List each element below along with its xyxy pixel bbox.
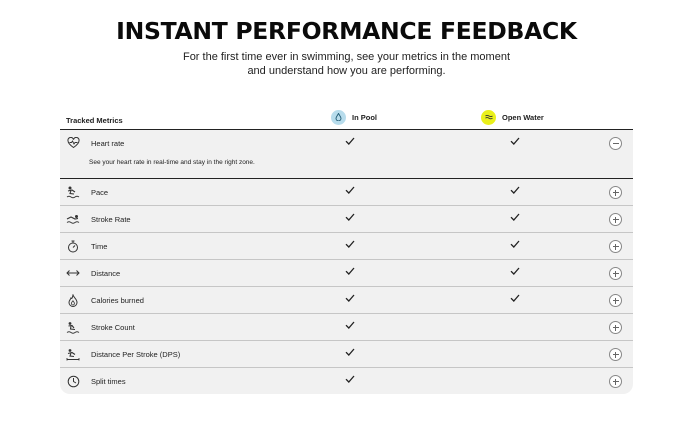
stroke-rate-icon bbox=[66, 212, 80, 226]
metric-label: Distance Per Stroke (DPS) bbox=[91, 350, 181, 359]
expand-button[interactable] bbox=[609, 240, 622, 253]
check-icon bbox=[344, 319, 356, 331]
check-icon bbox=[509, 292, 521, 304]
check-icon bbox=[509, 265, 521, 277]
check-icon bbox=[344, 238, 356, 250]
stroke-count-icon bbox=[66, 320, 80, 334]
metric-row[interactable]: Pace bbox=[60, 179, 633, 206]
heart-rate-icon bbox=[66, 136, 80, 150]
metric-label: Distance bbox=[91, 269, 121, 278]
expand-button[interactable] bbox=[609, 213, 622, 226]
check-icon bbox=[344, 211, 356, 223]
expand-button[interactable] bbox=[609, 267, 622, 280]
dps-icon bbox=[66, 347, 80, 361]
pool-icon bbox=[331, 109, 346, 125]
check-icon bbox=[509, 238, 521, 250]
check-icon bbox=[344, 184, 356, 196]
check-icon bbox=[344, 346, 356, 358]
column-in-pool-label: In Pool bbox=[352, 112, 377, 122]
metric-label: Time bbox=[91, 242, 108, 251]
calories-icon bbox=[66, 293, 80, 307]
split-times-icon bbox=[66, 374, 80, 388]
metric-row[interactable]: Distance Per Stroke (DPS) bbox=[60, 341, 633, 368]
column-open-water: Open Water bbox=[481, 109, 544, 125]
expand-button[interactable] bbox=[609, 294, 622, 307]
metric-description: See your heart rate in real-time and sta… bbox=[89, 159, 255, 166]
check-icon bbox=[344, 292, 356, 304]
check-icon bbox=[509, 211, 521, 223]
metric-label: Stroke Rate bbox=[91, 215, 131, 224]
metric-row[interactable]: Calories burned bbox=[60, 287, 633, 314]
check-icon bbox=[344, 373, 356, 385]
page-title: INSTANT PERFORMANCE FEEDBACK bbox=[116, 17, 577, 45]
check-icon bbox=[509, 184, 521, 196]
column-open-water-label: Open Water bbox=[502, 112, 544, 122]
expand-button[interactable] bbox=[609, 348, 622, 361]
subtitle-line-2: and understand how you are performing. bbox=[247, 65, 446, 77]
check-icon bbox=[344, 265, 356, 277]
metrics-table: Heart rate See your heart rate in real-ti… bbox=[60, 130, 633, 394]
expand-button[interactable] bbox=[609, 186, 622, 199]
metric-label: Split times bbox=[91, 377, 126, 386]
metric-row[interactable]: Time bbox=[60, 233, 633, 260]
metric-row[interactable]: Stroke Count bbox=[60, 314, 633, 341]
metric-label: Heart rate bbox=[91, 139, 125, 148]
subtitle-line-1: For the first time ever in swimming, see… bbox=[182, 51, 511, 63]
collapse-button[interactable] bbox=[609, 137, 622, 150]
expand-button[interactable] bbox=[609, 321, 622, 334]
metric-row[interactable]: Split times bbox=[60, 368, 633, 395]
page-subtitle: For the first time ever in swimming, see… bbox=[0, 50, 693, 78]
metric-row[interactable]: Heart rate See your heart rate in real-ti… bbox=[60, 130, 633, 179]
metric-row[interactable]: Distance bbox=[60, 260, 633, 287]
tracked-metrics-label: Tracked Metrics bbox=[66, 116, 123, 125]
column-in-pool: In Pool bbox=[331, 109, 377, 125]
expand-button[interactable] bbox=[609, 375, 622, 388]
metrics-table-header: Tracked Metrics In Pool Open Water bbox=[60, 104, 633, 130]
metric-label: Stroke Count bbox=[91, 323, 135, 332]
metric-label: Pace bbox=[91, 188, 109, 197]
open-water-icon bbox=[481, 109, 496, 125]
stopwatch-icon bbox=[66, 239, 80, 253]
pace-icon bbox=[66, 185, 80, 199]
check-icon bbox=[344, 135, 356, 147]
metric-label: Calories burned bbox=[91, 296, 144, 305]
distance-icon bbox=[66, 266, 80, 280]
metric-row[interactable]: Stroke Rate bbox=[60, 206, 633, 233]
check-icon bbox=[509, 135, 521, 147]
